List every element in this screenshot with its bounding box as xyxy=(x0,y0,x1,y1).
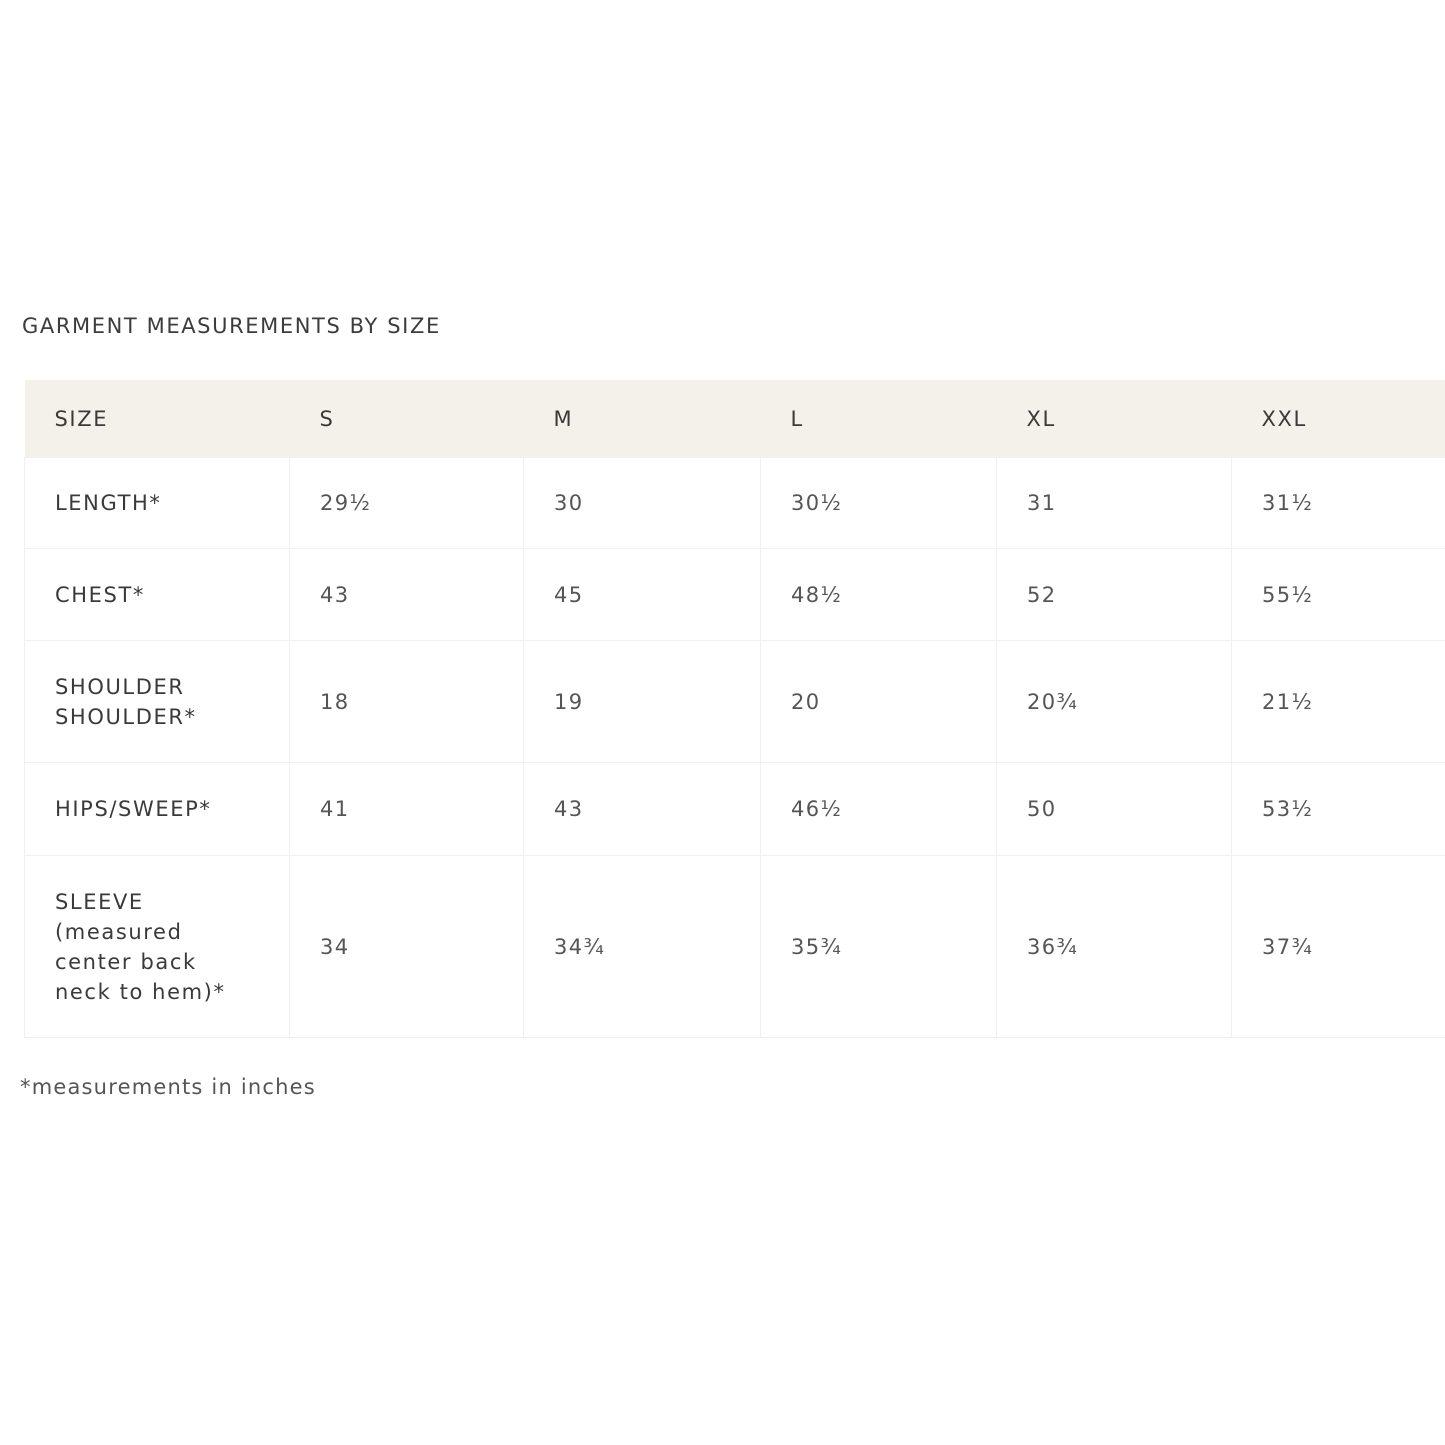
measurement-cell: 31 xyxy=(996,457,1232,549)
table-row: SHOULDER SHOULDER* 18 19 20 20¾ 21½ xyxy=(24,640,1445,763)
size-chart-table: SIZE S M L XL XXL LENGTH* 29½ 30 30½ 31 31½ CH… xyxy=(24,380,1445,1038)
measurement-cell: 37¾ xyxy=(1231,855,1445,1038)
measurement-cell: 50 xyxy=(996,762,1232,856)
measurement-cell: 48½ xyxy=(760,548,997,641)
measurement-cell: 18 xyxy=(289,640,524,763)
measurement-cell: 41 xyxy=(289,762,524,856)
header-xl: XL xyxy=(996,380,1232,458)
measurement-cell: 53½ xyxy=(1231,762,1445,856)
header-xxl: XXL xyxy=(1231,380,1445,458)
row-label: SHOULDER SHOULDER* xyxy=(24,640,290,763)
measurement-cell: 36¾ xyxy=(996,855,1232,1038)
row-label: HIPS/SWEEP* xyxy=(24,762,290,856)
measurement-cell: 46½ xyxy=(760,762,997,856)
measurement-cell: 43 xyxy=(289,548,524,641)
table-row: LENGTH* 29½ 30 30½ 31 31½ xyxy=(24,457,1445,549)
measurement-cell: 20¾ xyxy=(996,640,1232,763)
header-m: M xyxy=(523,380,761,458)
row-label: CHEST* xyxy=(24,548,290,641)
measurement-cell: 30½ xyxy=(760,457,997,549)
measurement-cell: 43 xyxy=(523,762,761,856)
header-l: L xyxy=(760,380,997,458)
table-row: CHEST* 43 45 48½ 52 55½ xyxy=(24,548,1445,641)
measurement-cell: 34¾ xyxy=(523,855,761,1038)
table-row: SLEEVE (measured center back neck to hem… xyxy=(24,855,1445,1038)
measurement-cell: 19 xyxy=(523,640,761,763)
measurement-cell: 45 xyxy=(523,548,761,641)
table-row: HIPS/SWEEP* 41 43 46½ 50 53½ xyxy=(24,762,1445,856)
measurement-cell: 31½ xyxy=(1231,457,1445,549)
measurement-cell: 20 xyxy=(760,640,997,763)
measurement-cell: 35¾ xyxy=(760,855,997,1038)
page-title: GARMENT MEASUREMENTS BY SIZE xyxy=(22,314,441,338)
measurement-cell: 34 xyxy=(289,855,524,1038)
measurement-cell: 30 xyxy=(523,457,761,549)
row-label: SLEEVE (measured center back neck to hem… xyxy=(24,855,290,1038)
measurement-cell: 55½ xyxy=(1231,548,1445,641)
header-row: SIZE S M L XL XXL xyxy=(24,380,1445,458)
header-s: S xyxy=(289,380,524,458)
measurement-cell: 21½ xyxy=(1231,640,1445,763)
measurement-cell: 29½ xyxy=(289,457,524,549)
footnote: *measurements in inches xyxy=(20,1075,316,1099)
row-label: LENGTH* xyxy=(24,457,290,549)
header-size: SIZE xyxy=(24,380,290,458)
measurement-cell: 52 xyxy=(996,548,1232,641)
